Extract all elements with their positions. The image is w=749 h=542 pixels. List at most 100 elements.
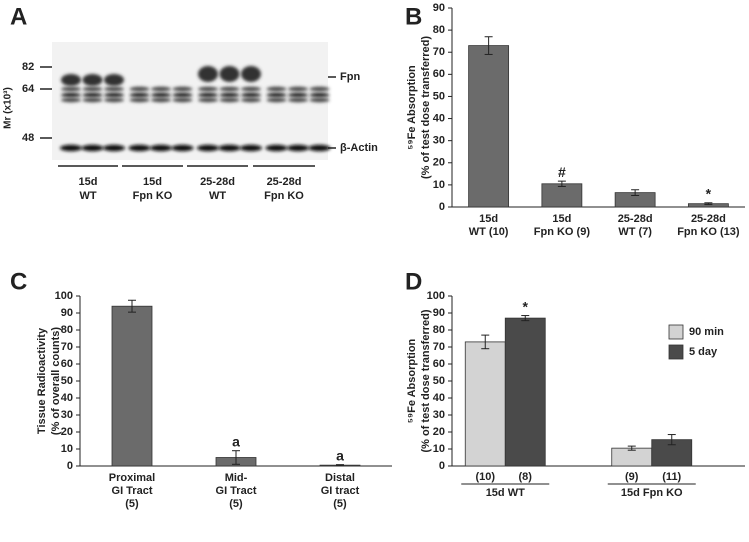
y-tick-label: 50 bbox=[433, 90, 445, 102]
band bbox=[241, 86, 261, 92]
error-bar bbox=[521, 315, 530, 322]
y-tick-label: 0 bbox=[439, 201, 445, 213]
band bbox=[309, 92, 330, 98]
y-tick-label: 30 bbox=[61, 409, 73, 421]
y-tick-label: 90 bbox=[61, 307, 73, 319]
annotation: a bbox=[336, 447, 344, 463]
group-label: 25-28d WT bbox=[200, 176, 235, 202]
bar bbox=[464, 341, 506, 467]
annotation: * bbox=[706, 186, 712, 202]
y-tick-label: 10 bbox=[433, 443, 445, 455]
band bbox=[198, 66, 218, 82]
y-tick-label: 90 bbox=[433, 307, 445, 319]
error-bar bbox=[336, 464, 344, 467]
y-tick-label: 70 bbox=[61, 341, 73, 353]
blot-bands bbox=[60, 66, 331, 152]
band bbox=[287, 144, 309, 152]
band bbox=[241, 66, 261, 82]
band bbox=[241, 97, 261, 103]
bar bbox=[504, 317, 546, 467]
legend-label: 5 day bbox=[689, 346, 718, 358]
band bbox=[82, 74, 103, 86]
y-tick-label: 30 bbox=[433, 409, 445, 421]
n-label: (9) bbox=[625, 471, 639, 483]
band bbox=[198, 97, 218, 103]
y-axis-label: ⁵⁹Fe Absorption (% of test dose transferr… bbox=[406, 36, 432, 179]
band bbox=[241, 92, 261, 98]
band bbox=[150, 144, 172, 152]
band bbox=[219, 66, 240, 82]
y-axis-label: ⁵⁹Fe Absorption (% of test dose transferr… bbox=[406, 309, 432, 452]
mw-label: 64 bbox=[22, 83, 35, 95]
mw-label: 48 bbox=[22, 132, 34, 144]
y-tick-label: 50 bbox=[61, 375, 73, 387]
band bbox=[198, 86, 218, 92]
y-tick-label: 60 bbox=[433, 68, 445, 80]
band bbox=[219, 97, 240, 103]
n-label: (10) bbox=[475, 471, 495, 483]
legend-swatch bbox=[668, 344, 684, 360]
band bbox=[266, 97, 287, 103]
x-tick-label: Distal GI tract (5) bbox=[321, 472, 360, 510]
band bbox=[61, 92, 81, 98]
y-tick-label: 30 bbox=[433, 135, 445, 147]
band bbox=[60, 144, 82, 152]
band bbox=[129, 86, 150, 92]
y-tick-label: 50 bbox=[433, 375, 445, 387]
x-tick-label: 15d WT (10) bbox=[469, 213, 509, 238]
x-tick-label: Proximal GI Tract (5) bbox=[109, 472, 155, 510]
bar bbox=[611, 447, 653, 467]
error-bar bbox=[627, 445, 636, 451]
band bbox=[129, 97, 150, 103]
band bbox=[197, 144, 219, 152]
y-axis-label: Tissue Radioactivity (% of overall counts… bbox=[36, 327, 62, 436]
x-tick-label: 15d Fpn KO bbox=[621, 487, 683, 499]
band bbox=[103, 144, 125, 152]
y-tick-label: 60 bbox=[61, 358, 73, 370]
y-tick-label: 90 bbox=[433, 2, 445, 14]
band bbox=[198, 92, 218, 98]
band bbox=[172, 97, 193, 103]
bar bbox=[111, 305, 153, 467]
y-tick-label: 10 bbox=[433, 179, 445, 191]
panel-label: A bbox=[10, 3, 27, 30]
x-tick-label: 25-28d Fpn KO (13) bbox=[677, 213, 740, 238]
band bbox=[288, 92, 308, 98]
band bbox=[171, 144, 194, 152]
band bbox=[104, 97, 124, 103]
x-tick-label: Mid-GI Tract (5) bbox=[216, 472, 257, 510]
panel-label: D bbox=[405, 268, 422, 295]
y-tick-label: 70 bbox=[433, 341, 445, 353]
band bbox=[151, 92, 171, 98]
x-tick-label: 15d Fpn KO (9) bbox=[534, 213, 591, 238]
band bbox=[288, 97, 308, 103]
annotation: a bbox=[232, 433, 240, 449]
bar bbox=[541, 183, 583, 208]
band bbox=[61, 74, 81, 86]
band bbox=[309, 86, 330, 92]
y-tick-label: 100 bbox=[427, 290, 445, 302]
annotation: * bbox=[523, 298, 529, 314]
band bbox=[82, 92, 103, 98]
band bbox=[82, 97, 103, 103]
bar bbox=[468, 45, 510, 208]
y-tick-label: 80 bbox=[61, 324, 73, 336]
error-bar bbox=[704, 202, 713, 206]
band bbox=[104, 92, 124, 98]
band bbox=[81, 144, 104, 152]
band-label: β-Actin bbox=[340, 142, 378, 154]
y-axis-label: Mr (x10³) bbox=[3, 87, 14, 129]
band bbox=[266, 92, 287, 98]
band bbox=[61, 86, 81, 92]
y-tick-label: 80 bbox=[433, 324, 445, 336]
group-label: 25-28d Fpn KO bbox=[264, 176, 304, 202]
band bbox=[104, 74, 124, 86]
error-bar bbox=[128, 299, 136, 313]
x-tick-label: 15d WT bbox=[486, 487, 525, 499]
legend-swatch bbox=[668, 324, 684, 340]
band bbox=[265, 144, 288, 152]
band bbox=[309, 97, 330, 103]
band bbox=[219, 92, 240, 98]
error-bar bbox=[631, 189, 640, 197]
